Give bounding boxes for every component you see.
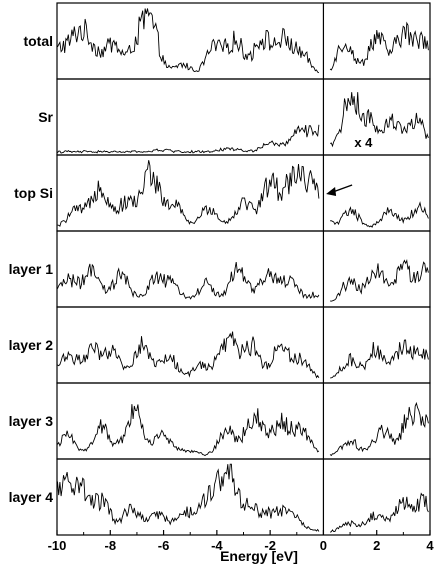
dos-curve-unoccupied	[329, 492, 429, 533]
x-axis: -10 -8 -6 -4 -2 0 2 4	[48, 530, 434, 553]
dos-curve-occupied	[57, 160, 320, 227]
panel-label: top Si	[14, 185, 53, 201]
dos-curve-unoccupied	[330, 339, 429, 379]
dos-curve-occupied	[57, 404, 320, 457]
x-tick-label: 0	[320, 538, 327, 553]
dos-curve-occupied	[57, 262, 320, 300]
x-tick-label: 2	[373, 538, 380, 553]
x-tick-label: -4	[211, 538, 223, 553]
dos-curve-occupied	[57, 463, 320, 532]
panel-frame	[56, 154, 431, 232]
x-tick-label: -8	[105, 538, 117, 553]
dos-curve-unoccupied	[330, 201, 429, 228]
x-tick-label: -2	[264, 538, 276, 553]
panel-top-si: top Si	[14, 154, 431, 232]
panel-layer-4: layer 4	[9, 458, 431, 536]
panel-layer-1: layer 1	[9, 230, 431, 308]
x-tick-label: -6	[158, 538, 170, 553]
panel-total: total	[23, 2, 431, 80]
x-tick-label: -10	[48, 538, 67, 553]
panel-label: layer 3	[9, 413, 54, 429]
panels-group: total Sr x 4 top Si layer 1 layer 2 layer 3 lay…	[9, 2, 431, 536]
scale-annotation: x 4	[354, 135, 373, 150]
dos-curve-occupied	[57, 331, 320, 379]
dos-curve-occupied	[57, 8, 320, 74]
panel-label: Sr	[38, 109, 53, 125]
panel-layer-3: layer 3	[9, 382, 431, 460]
panel-label: layer 1	[9, 261, 54, 277]
panel-label: total	[23, 33, 53, 49]
x-tick-label: 4	[426, 538, 434, 553]
panel-frame	[56, 78, 431, 156]
panel-sr: Sr x 4	[38, 78, 431, 156]
dos-curve-occupied	[57, 124, 320, 154]
panel-label: layer 2	[9, 337, 54, 353]
panel-frame	[56, 382, 431, 460]
panel-frame	[56, 230, 431, 308]
dos-curve-unoccupied	[329, 21, 429, 71]
dos-curve-unoccupied	[329, 92, 429, 148]
arrow-head-icon	[326, 187, 337, 196]
panel-label: layer 4	[9, 489, 54, 505]
dos-curve-unoccupied	[329, 401, 429, 457]
dos-curve-unoccupied	[329, 258, 429, 302]
panel-frame	[56, 458, 431, 536]
x-axis-label: Energy [eV]	[220, 548, 298, 564]
panel-layer-2: layer 2	[9, 306, 431, 384]
